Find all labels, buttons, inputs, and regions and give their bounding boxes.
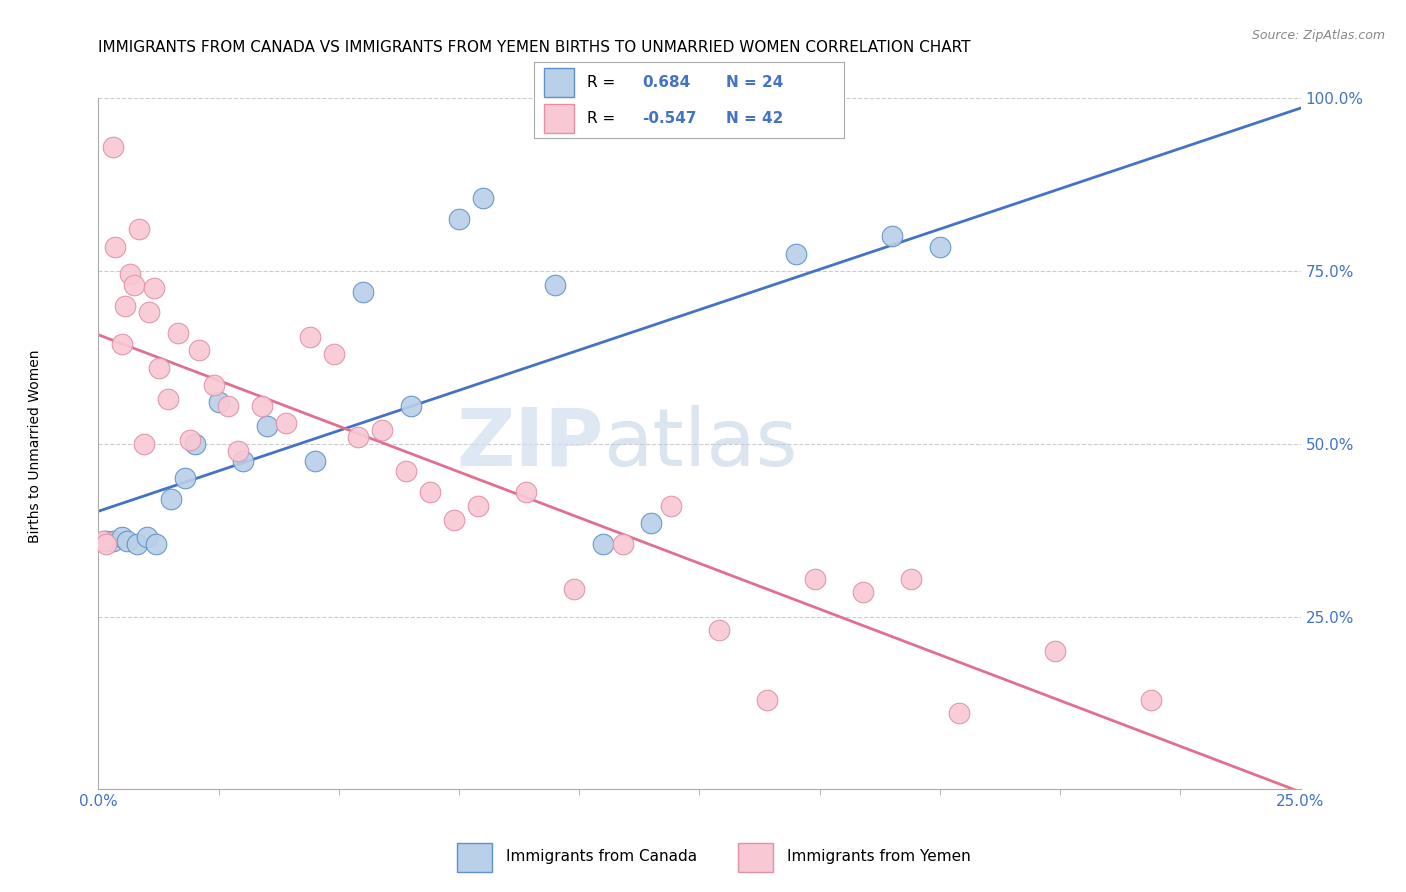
Point	[166, 326, 188, 341]
Point	[256, 419, 278, 434]
Point	[564, 582, 586, 596]
FancyBboxPatch shape	[457, 843, 492, 872]
Point	[250, 399, 273, 413]
Point	[148, 360, 170, 375]
Point	[125, 537, 148, 551]
FancyBboxPatch shape	[544, 104, 575, 133]
Point	[135, 530, 157, 544]
Text: IMMIGRANTS FROM CANADA VS IMMIGRANTS FROM YEMEN BIRTHS TO UNMARRIED WOMEN CORREL: IMMIGRANTS FROM CANADA VS IMMIGRANTS FRO…	[98, 40, 972, 55]
Point	[104, 240, 127, 254]
Point	[226, 443, 249, 458]
Point	[755, 692, 778, 706]
Text: N = 42: N = 42	[725, 111, 783, 126]
Point	[900, 572, 922, 586]
Point	[804, 572, 827, 586]
Text: 0.684: 0.684	[643, 75, 690, 90]
Text: ZIP: ZIP	[456, 405, 603, 483]
Point	[208, 395, 231, 409]
Point	[174, 471, 197, 485]
Text: Source: ZipAtlas.com: Source: ZipAtlas.com	[1251, 29, 1385, 42]
Point	[94, 533, 117, 548]
Text: R =: R =	[586, 75, 614, 90]
Text: R =: R =	[586, 111, 614, 126]
Point	[707, 624, 730, 638]
Point	[101, 139, 124, 153]
Point	[91, 533, 114, 548]
Point	[612, 537, 634, 551]
Point	[118, 268, 141, 282]
Point	[785, 246, 807, 260]
Point	[880, 229, 903, 244]
Point	[467, 499, 489, 513]
Point	[132, 437, 155, 451]
Point	[395, 464, 418, 478]
Point	[640, 516, 662, 531]
Point	[304, 454, 326, 468]
Point	[1045, 644, 1067, 658]
Text: Births to Unmarried Women: Births to Unmarried Women	[28, 350, 42, 542]
Point	[399, 399, 422, 413]
Point	[659, 499, 682, 513]
Point	[114, 299, 136, 313]
Point	[202, 378, 225, 392]
Point	[217, 399, 239, 413]
Point	[948, 706, 970, 721]
Point	[515, 485, 537, 500]
Point	[419, 485, 441, 500]
Point	[232, 454, 254, 468]
Point	[159, 492, 181, 507]
Point	[111, 530, 134, 544]
Text: -0.547: -0.547	[643, 111, 697, 126]
Point	[928, 240, 950, 254]
Point	[447, 212, 470, 227]
Point	[1140, 692, 1163, 706]
Point	[179, 434, 201, 448]
Point	[124, 277, 146, 292]
Point	[183, 437, 205, 451]
Point	[347, 430, 370, 444]
Point	[274, 416, 297, 430]
Text: atlas: atlas	[603, 405, 797, 483]
Point	[145, 537, 167, 551]
Text: N = 24: N = 24	[725, 75, 783, 90]
Point	[101, 533, 124, 548]
Point	[443, 513, 465, 527]
Point	[94, 537, 117, 551]
Point	[138, 305, 160, 319]
Point	[117, 533, 139, 548]
FancyBboxPatch shape	[738, 843, 773, 872]
Text: Immigrants from Canada: Immigrants from Canada	[506, 849, 697, 863]
Point	[157, 392, 180, 406]
Point	[852, 585, 875, 599]
Point	[298, 329, 321, 343]
Point	[472, 191, 495, 205]
Point	[128, 222, 150, 236]
Point	[142, 281, 165, 295]
Point	[592, 537, 614, 551]
Point	[352, 285, 374, 299]
Point	[544, 277, 567, 292]
Point	[323, 347, 346, 361]
FancyBboxPatch shape	[544, 68, 575, 96]
Text: Immigrants from Yemen: Immigrants from Yemen	[787, 849, 972, 863]
Point	[111, 336, 134, 351]
Point	[188, 343, 211, 358]
Point	[371, 423, 394, 437]
